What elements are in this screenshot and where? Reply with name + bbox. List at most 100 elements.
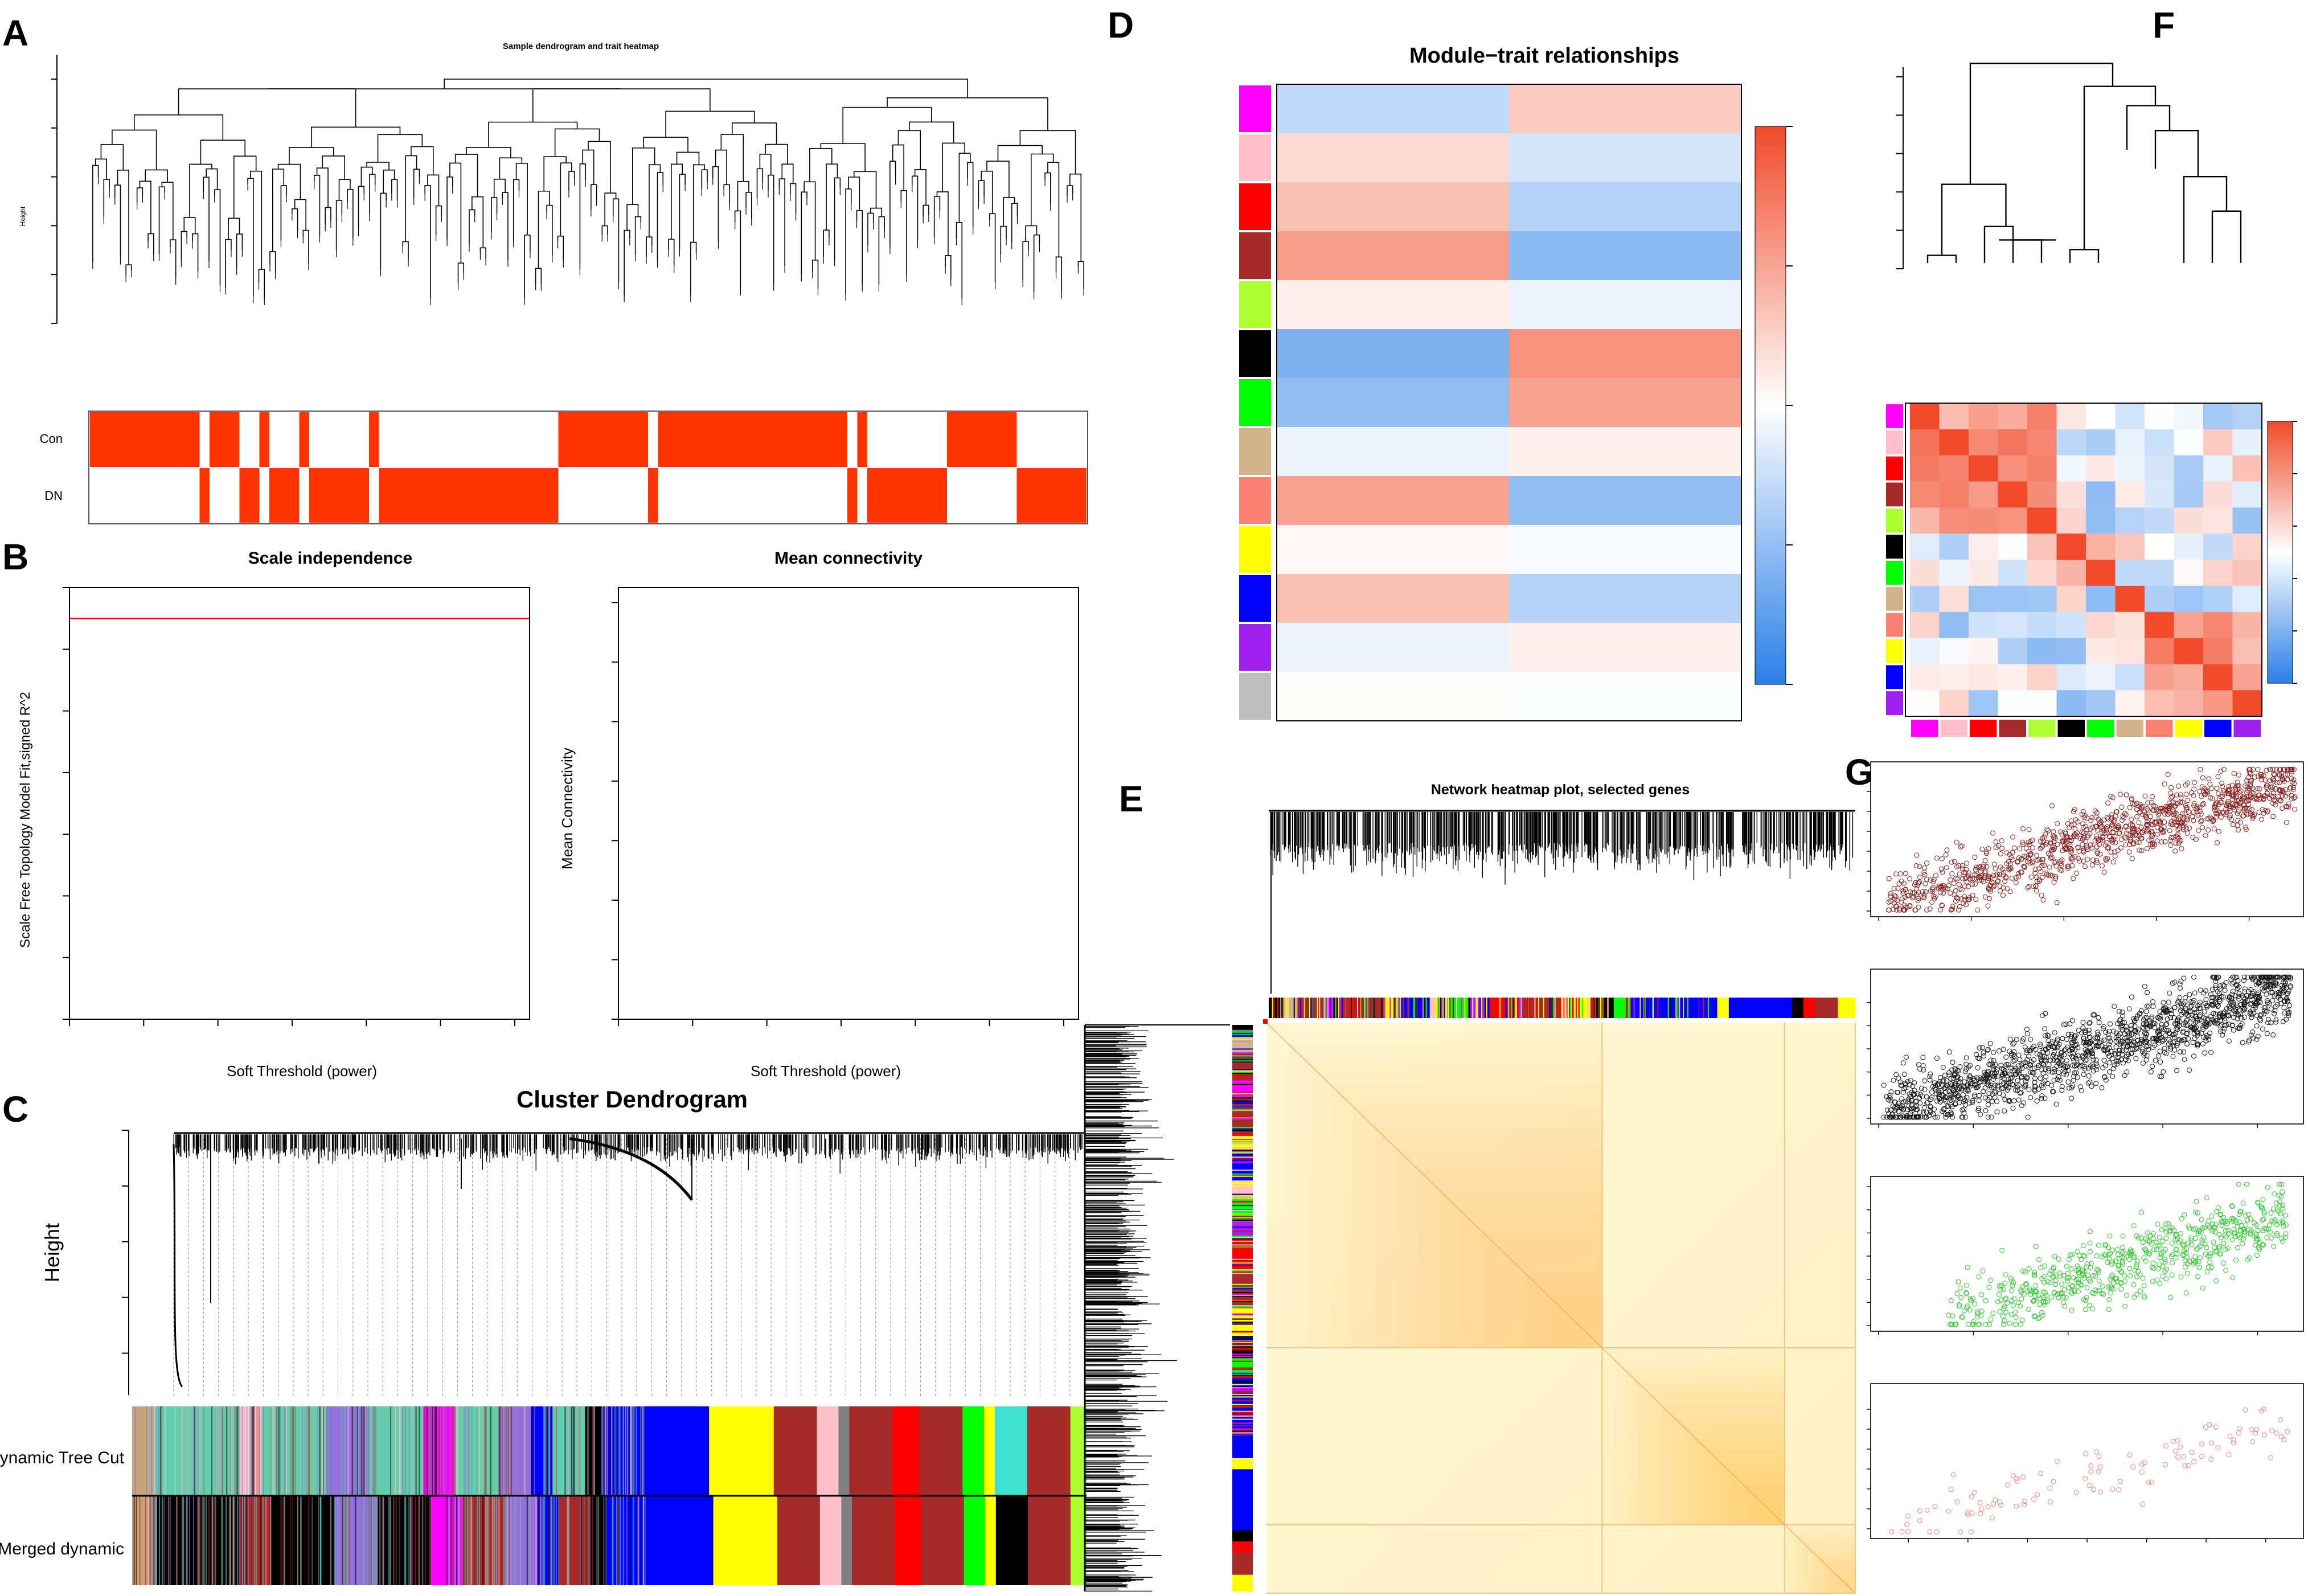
tree-cut-block-stripe: [632, 1406, 634, 1495]
e-side-module-stripe: [1232, 1342, 1253, 1344]
e-title: Network heatmap plot, selected genes: [1431, 782, 1690, 798]
merged-block-stripe: [530, 1496, 532, 1585]
g-point: [2127, 805, 2133, 810]
tree-cut-block-stripe: [300, 1406, 302, 1495]
a-dendrogram-branch: [870, 207, 883, 217]
a-dendrogram-branch: [228, 218, 240, 240]
tree-cut-block: [962, 1406, 985, 1495]
tree-cut-block-stripe: [284, 1406, 285, 1495]
a-dendrogram-branch: [192, 233, 199, 272]
e-side-module-stripe: [1232, 1306, 1253, 1308]
merged-block-stripe: [497, 1496, 499, 1585]
tree-cut-block-stripe: [636, 1406, 637, 1495]
f-matrix-cell: [2174, 429, 2204, 456]
g-point: [2044, 840, 2049, 846]
tree-cut-block-stripe: [216, 1406, 218, 1495]
e-top-module-stripe: [1376, 998, 1378, 1018]
trait-cell-con: [857, 412, 867, 467]
e-side-module-stripe: [1232, 1286, 1253, 1288]
a-dendrogram-branch: [170, 239, 177, 278]
e-top-module-stripe: [1581, 998, 1583, 1018]
e-side-module-stripe: [1232, 1384, 1253, 1385]
e-side-module-stripe: [1232, 1392, 1253, 1394]
tree-cut-block-stripe: [639, 1406, 641, 1495]
a-dendrogram-branch: [731, 122, 777, 145]
e-side-module-stripe: [1232, 1405, 1253, 1407]
f-matrix-cell: [2232, 690, 2262, 717]
e-side-module-stripe: [1232, 1042, 1253, 1044]
e-top-module-stripe: [1367, 998, 1368, 1018]
e-top-module-stripe: [1594, 998, 1596, 1018]
e-top-module-stripe: [1553, 998, 1555, 1018]
merged-block-stripe: [417, 1496, 419, 1585]
merged-block-stripe: [514, 1496, 516, 1585]
g-point: [2088, 842, 2093, 848]
f-matrix-cell: [1969, 664, 1998, 691]
merged-block-stripe: [637, 1496, 639, 1585]
merged-block-stripe: [393, 1496, 395, 1585]
g-point: [1922, 889, 1928, 895]
a-dendrogram-branch: [277, 163, 301, 200]
tree-cut-block-stripe: [428, 1406, 430, 1495]
tree-cut-block-stripe: [627, 1406, 629, 1495]
a-dendrogram-branch: [568, 171, 575, 191]
e-top-module-stripe: [1592, 998, 1593, 1018]
e-top-module-stripe: [1414, 998, 1416, 1018]
f-dendro-branch: [2126, 105, 2171, 150]
e-top-module-stripe: [1587, 998, 1589, 1018]
f-column-swatch: [2087, 720, 2114, 737]
f-column-swatch: [2057, 720, 2085, 737]
e-side-module-stripe: [1232, 1156, 1253, 1158]
module-swatch-MEyellow: [1239, 526, 1271, 573]
tree-cut-block-stripe: [227, 1406, 229, 1495]
merged-block-stripe: [182, 1496, 183, 1585]
a-dendrogram-branch: [692, 164, 705, 243]
e-side-module-block: [1232, 1358, 1253, 1376]
e-top-module-stripe: [1281, 998, 1283, 1018]
tree-cut-block-stripe: [633, 1406, 635, 1495]
tree-cut-block-stripe: [174, 1406, 176, 1495]
merged-block-stripe: [422, 1496, 424, 1585]
a-dendrogram-branch: [981, 170, 993, 214]
tree-cut-block-stripe: [432, 1406, 433, 1495]
e-top-module-stripe: [1519, 998, 1521, 1018]
tree-cut-block-stripe: [436, 1406, 438, 1495]
merged-block-stripe: [469, 1496, 471, 1585]
tree-cut-block-stripe: [164, 1406, 166, 1495]
merged-block-stripe: [198, 1496, 200, 1585]
merged-block-stripe: [485, 1496, 487, 1585]
g-point: [2170, 799, 2176, 805]
module-swatch-MEbrown: [1239, 232, 1271, 279]
tree-cut-block-stripe: [606, 1406, 608, 1495]
merged-block-stripe: [466, 1496, 468, 1585]
a-dendrogram-branch: [809, 148, 833, 182]
merged-block-stripe: [404, 1496, 405, 1585]
merged-block-stripe: [211, 1496, 213, 1585]
g-point: [1961, 900, 1966, 906]
merged-block-stripe: [598, 1496, 600, 1585]
e-top-module-stripe: [1303, 998, 1305, 1018]
merged-block-stripe: [617, 1496, 619, 1585]
e-top-module-stripe: [1639, 998, 1641, 1018]
g-point: [2212, 807, 2218, 813]
e-side-module-stripe: [1232, 1162, 1253, 1163]
e-top-module-stripe: [1578, 998, 1580, 1018]
f-matrix-cell: [2203, 455, 2233, 482]
e-top-module-block: [1717, 998, 1729, 1018]
e-side-module-stripe: [1232, 1414, 1253, 1416]
f-matrix-cell: [2203, 481, 2233, 508]
e-top-module-stripe: [1393, 998, 1395, 1018]
a-dendrogram-branch: [538, 190, 550, 269]
merged-block-stripe: [197, 1496, 199, 1585]
merged-block-stripe: [363, 1496, 365, 1585]
f-matrix-cell: [2086, 612, 2116, 638]
e-side-module-stripe: [1232, 1216, 1253, 1217]
f-matrix-cell: [1998, 429, 2028, 456]
e-top-module-stripe: [1325, 998, 1326, 1018]
e-top-module-stripe: [1273, 998, 1275, 1018]
e-side-module-stripe: [1232, 1344, 1253, 1345]
e-side-module-stripe: [1232, 1238, 1253, 1240]
g-point: [2134, 814, 2140, 819]
f-matrix-cell: [1939, 455, 1969, 482]
e-side-module-stripe: [1232, 1209, 1253, 1211]
